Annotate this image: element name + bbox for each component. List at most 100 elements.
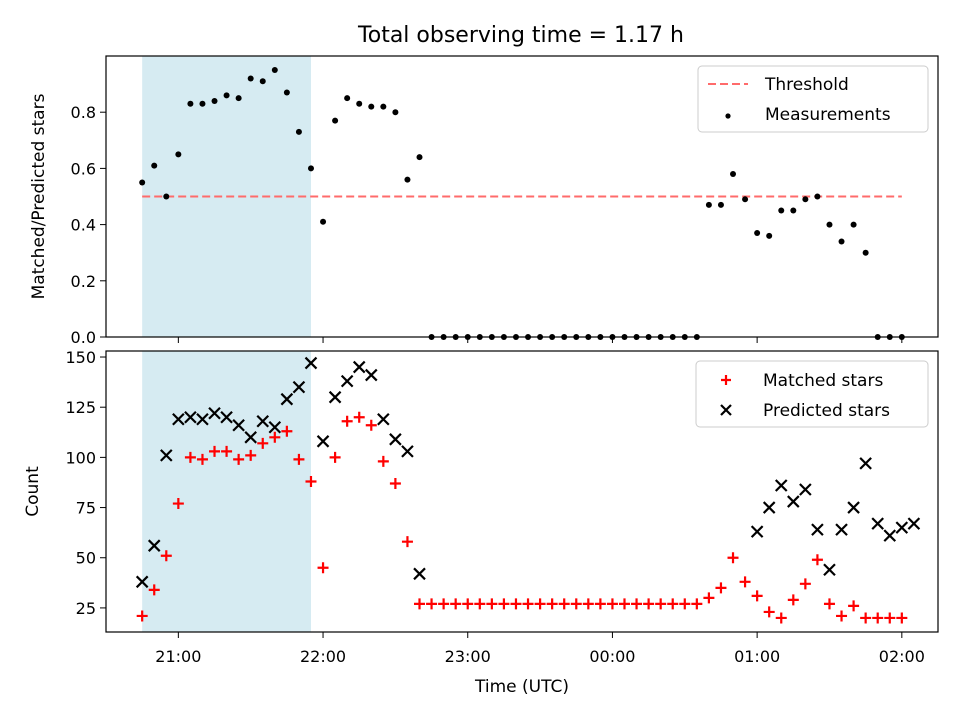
predicted-star-point xyxy=(160,449,173,462)
measurement-point xyxy=(862,249,869,256)
matched-star-point xyxy=(172,498,184,510)
x-tick-label: 01:00 xyxy=(734,647,780,666)
predicted-star-point xyxy=(364,368,378,382)
legend-box xyxy=(695,360,929,428)
matched-star-point xyxy=(570,598,582,610)
matched-star-point xyxy=(799,578,811,590)
matched-star-point xyxy=(763,606,775,618)
predicted-star-point xyxy=(304,356,318,370)
matched-star-point xyxy=(606,598,618,610)
measurement-point xyxy=(705,201,712,208)
matched-star-point xyxy=(618,598,630,610)
measurement-point xyxy=(247,75,254,82)
measurement-point xyxy=(368,103,375,110)
matched-star-point xyxy=(269,431,281,443)
predicted-star-point xyxy=(135,575,149,589)
bottom-y-tick-label: 100 xyxy=(65,448,96,467)
matched-star-point xyxy=(679,598,691,610)
measurement-point xyxy=(175,151,182,158)
measurement-point xyxy=(850,221,857,228)
matched-star-point xyxy=(884,612,896,624)
predicted-star-point xyxy=(256,414,270,428)
measurement-point xyxy=(790,207,797,214)
predicted-star-point xyxy=(762,501,776,514)
matched-star-point xyxy=(474,598,486,610)
predicted-star-point xyxy=(172,412,185,426)
predicted-star-point xyxy=(883,529,897,542)
measurement-point xyxy=(766,232,773,239)
matched-star-point xyxy=(401,536,413,548)
matched-star-point xyxy=(377,455,389,467)
measurement-point xyxy=(199,100,206,107)
predicted-star-point xyxy=(292,380,306,394)
predicted-star-point xyxy=(316,435,330,448)
matched-star-point xyxy=(281,425,293,437)
legend-predicted-swatch xyxy=(720,404,732,416)
top-y-tick-label: 0.6 xyxy=(71,159,96,178)
predicted-star-point xyxy=(208,406,221,420)
bottom-legend: Matched stars Predicted stars xyxy=(695,360,929,428)
measurement-point xyxy=(332,117,339,124)
predicted-star-point xyxy=(220,410,233,424)
matched-star-point xyxy=(775,612,787,624)
predicted-star-point xyxy=(401,445,414,458)
bottom-y-tick-label: 75 xyxy=(76,499,96,518)
measurement-point xyxy=(802,196,809,203)
predicted-star-point xyxy=(823,563,836,577)
top-y-tick-label: 0.0 xyxy=(71,328,96,347)
measurement-point xyxy=(320,218,327,225)
matched-star-point xyxy=(727,552,739,564)
predicted-star-point xyxy=(196,412,209,426)
top-y-axis-label: Matched/Predicted stars xyxy=(29,93,49,299)
predicted-star-point xyxy=(280,392,294,406)
matched-star-point xyxy=(534,598,546,610)
measurement-point xyxy=(356,100,363,107)
predicted-star-point xyxy=(799,483,812,496)
predicted-star-point xyxy=(244,431,257,444)
matched-star-point xyxy=(414,598,426,610)
measurement-point xyxy=(392,109,399,116)
matched-star-point xyxy=(233,453,245,465)
matched-star-point xyxy=(582,598,594,610)
bottom-y-tick-label: 150 xyxy=(65,348,96,367)
matched-star-point xyxy=(498,598,510,610)
observing-window-shade-bottom xyxy=(142,351,311,632)
predicted-star-point xyxy=(787,495,800,508)
x-tick-label: 23:00 xyxy=(445,647,491,666)
predicted-star-point xyxy=(268,420,282,434)
measurement-point xyxy=(163,193,170,200)
bottom-y-tick-label: 125 xyxy=(65,398,96,417)
measurement-point xyxy=(307,165,314,172)
bottom-y-tick-label: 50 xyxy=(76,549,96,568)
predicted-star-point xyxy=(859,457,872,470)
predicted-star-point xyxy=(847,501,860,514)
measurement-point xyxy=(211,97,218,104)
chart-title: Total observing time = 1.17 h xyxy=(357,23,684,48)
legend-box xyxy=(697,65,929,133)
matched-star-point xyxy=(643,598,655,610)
measurement-point xyxy=(826,221,833,228)
bottom-x-axis: 21:00 22:00 23:00 00:00 01:00 02:00 xyxy=(155,632,925,666)
predicted-star-point xyxy=(895,521,909,534)
matched-star-point xyxy=(751,590,763,602)
matched-star-point xyxy=(655,598,667,610)
top-y-tick-label: 0.8 xyxy=(71,103,96,122)
measurement-point xyxy=(416,154,423,161)
matched-star-point xyxy=(136,610,148,622)
predicted-star-point xyxy=(184,410,197,424)
matched-star-point xyxy=(703,592,715,604)
matched-star-point xyxy=(860,612,872,624)
matched-star-point xyxy=(546,598,558,610)
measurement-point xyxy=(380,103,387,110)
predicted-star-point xyxy=(232,418,245,432)
matched-star-point xyxy=(389,477,401,489)
matched-star-point xyxy=(836,610,848,622)
bottom-panel: 25 50 75 100 125 150 21:00 22:00 23:00 00:00 01:0… xyxy=(23,348,939,697)
matched-star-point xyxy=(715,582,727,594)
measurement-point xyxy=(814,193,821,200)
matched-star-point xyxy=(148,584,160,596)
bottom-y-axis: 25 50 75 100 125 150 xyxy=(65,348,106,618)
measurement-point xyxy=(151,162,158,169)
top-y-tick-label: 0.2 xyxy=(71,272,96,291)
